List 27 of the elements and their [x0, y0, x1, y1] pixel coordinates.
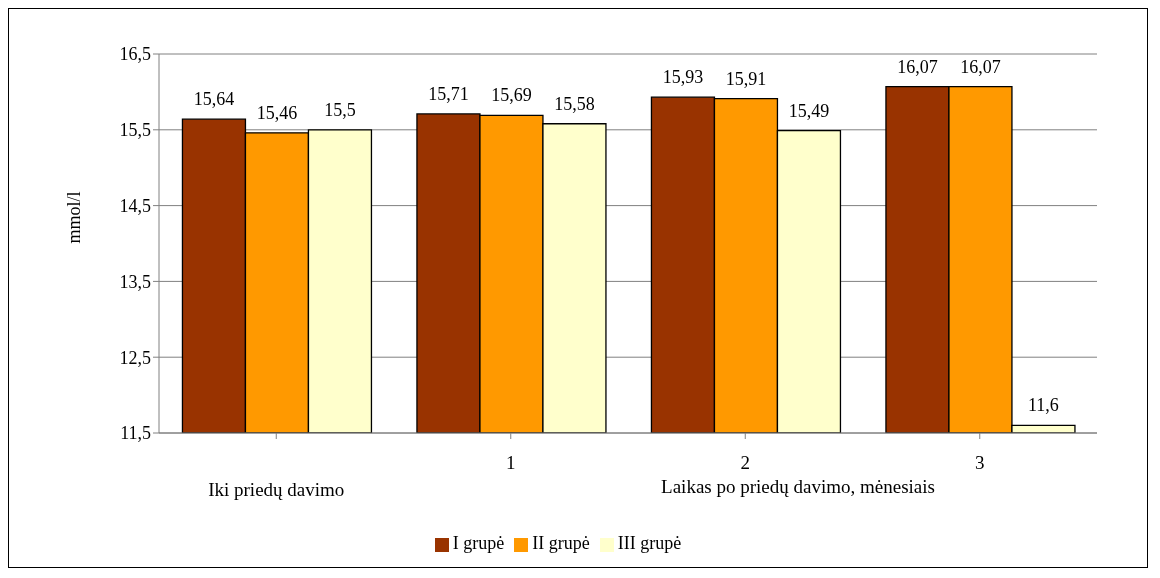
- y-axis-title: mmol/l: [64, 191, 85, 244]
- x-tick-label: 1: [506, 452, 516, 473]
- data-label: 15,58: [554, 93, 595, 114]
- y-tick-label: 16,5: [119, 44, 151, 65]
- y-tick-label: 11,5: [120, 423, 151, 444]
- legend-label: III grupė: [617, 533, 682, 553]
- data-label: 15,71: [428, 83, 469, 104]
- data-label: 15,64: [193, 89, 235, 110]
- data-label: 15,49: [788, 100, 830, 121]
- y-tick-label: 13,5: [119, 271, 151, 292]
- y-tick-label: 14,5: [119, 195, 151, 216]
- data-label: 11,6: [1028, 395, 1059, 416]
- data-label: 15,46: [256, 102, 298, 123]
- x-tick-label: Iki priedų davimo: [208, 479, 345, 500]
- data-label: 15,69: [491, 85, 532, 106]
- data-label: 15,91: [725, 68, 767, 89]
- data-label: 15,93: [662, 67, 704, 88]
- legend-label: II grupė: [532, 533, 590, 553]
- y-tick-label: 15,5: [119, 120, 151, 141]
- data-label: 16,07: [960, 56, 1001, 77]
- x-tick-label: 3: [975, 452, 985, 473]
- data-label: 16,07: [897, 56, 938, 77]
- data-label: 15,5: [324, 99, 356, 120]
- legend-label: I grupė: [452, 533, 505, 553]
- y-tick-label: 12,5: [119, 347, 151, 368]
- x-axis-title: Laikas po priedų davimo, mėnesiais: [661, 476, 935, 497]
- x-tick-label: 2: [740, 452, 750, 473]
